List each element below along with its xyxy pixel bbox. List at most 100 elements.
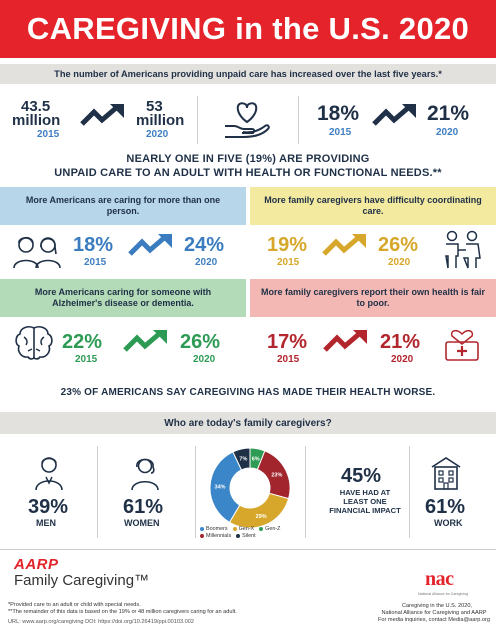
donut-legend: Boomers Gen-X Gen-Z Millennials Silent <box>200 526 300 540</box>
office-building-icon <box>431 457 461 490</box>
panel3-2015-year: 2015 <box>75 354 98 365</box>
panel1-2020-value: 24% <box>184 234 225 256</box>
panel2-2015-value: 19% <box>267 234 308 256</box>
panel4-2020-value: 21% <box>380 331 421 353</box>
financial-label: HAVE HAD AT LEAST ONE FINANCIAL IMPACT <box>315 488 415 515</box>
panel2-2020-value: 26% <box>378 234 419 256</box>
men-label: MEN <box>36 518 56 528</box>
women-pct: 61% <box>123 496 164 518</box>
women-label: WOMEN <box>124 518 160 528</box>
legend-item-silent: Silent <box>236 533 256 539</box>
couple-holding-hands-icon <box>445 230 481 269</box>
legend-item-boomers: Boomers <box>200 526 228 532</box>
divider <box>409 446 410 538</box>
donut-label-millennials: 23% <box>271 473 282 479</box>
legend-label: Gen-Z <box>265 526 281 532</box>
panel3-2020-value: 26% <box>180 331 221 353</box>
legend-swatch <box>236 533 241 538</box>
stat-2020-value: 53 <box>146 98 163 115</box>
health-worse-statement: 23% OF AMERICANS SAY CAREGIVING HAS MADE… <box>60 387 436 398</box>
footnote-1: *Provided care to an adult or child with… <box>8 602 141 608</box>
title-banner: CAREGIVING in the U.S. 2020 <box>0 0 496 58</box>
panel1-2015-year: 2015 <box>84 257 107 268</box>
woman-icon <box>131 458 159 491</box>
panel3-2020-year: 2020 <box>193 354 216 365</box>
legend-label: Gen-X <box>238 526 255 532</box>
nearly-line-1: NEARLY ONE IN FIVE (19%) ARE PROVIDING <box>126 153 370 165</box>
panel-label-own-health: More family caregivers report their own … <box>250 279 496 317</box>
stat-2015-year: 2015 <box>37 129 60 140</box>
panel4-2015-value: 17% <box>267 331 308 353</box>
citation-line-3: For media inquiries, contact Media@aarp.… <box>377 617 490 623</box>
stat-2020-unit: million <box>136 112 185 129</box>
panel1-2020-year: 2020 <box>195 257 218 268</box>
legend-swatch <box>200 526 204 531</box>
divider <box>97 446 98 538</box>
panel3-2015-value: 22% <box>62 331 103 353</box>
pct-2020-year: 2020 <box>436 127 459 138</box>
work-label: WORK <box>434 518 463 528</box>
divider <box>197 96 198 144</box>
subheader-bar: The number of Americans providing unpaid… <box>0 64 496 84</box>
heart-in-hand-icon <box>225 102 270 138</box>
donut-label-boomers: 34% <box>215 485 226 491</box>
medical-kit-icon <box>445 329 479 361</box>
page-title: CAREGIVING in the U.S. 2020 <box>26 11 470 46</box>
generation-donut-chart: 7% 6% 23% 29% 34% <box>209 447 291 529</box>
footnote-2: **The remainder of this data is based on… <box>8 609 237 615</box>
donut-slice-boomers <box>209 451 243 524</box>
legend-item-gen-z: Gen-Z <box>259 526 280 532</box>
donut-label-gen-x: 29% <box>256 514 267 520</box>
citation-line-2: National Alliance for Caregiving and AAR… <box>381 610 487 616</box>
panel-label-alzheimers: More Americans caring for someone with A… <box>0 279 246 317</box>
nearly-line-2: UNPAID CARE TO AN ADULT WITH HEALTH OR F… <box>54 167 442 179</box>
legend-item-gen-x: Gen-X <box>232 526 255 532</box>
panel1-2015-value: 18% <box>73 234 114 256</box>
stat-2015-unit: million <box>12 112 61 129</box>
man-icon <box>35 457 63 491</box>
panel-label-multiple-care: More Americans are caring for more than … <box>0 187 246 225</box>
panel4-2015-year: 2015 <box>277 354 300 365</box>
nac-logo-subtitle: National Alliance for Caregiving <box>418 592 468 596</box>
who-are-caregivers-bar: Who are today's family caregivers? <box>0 412 496 434</box>
divider <box>305 446 306 538</box>
divider <box>195 446 196 538</box>
footer-url: URL: www.aarp.org/caregiving DOI: https:… <box>8 619 194 625</box>
legend-label: Silent <box>242 533 256 539</box>
donut-label-gen-z: 6% <box>252 457 260 463</box>
aarp-family-caregiving: Family Caregiving™ <box>14 572 150 589</box>
financial-label-line: HAVE HAD AT <box>339 488 391 497</box>
nearly-one-in-five-text: NEARLY ONE IN FIVE (19%) ARE PROVIDING U… <box>0 152 496 180</box>
men-pct: 39% <box>28 496 69 518</box>
legend-label: Millennials <box>206 533 232 539</box>
pct-2015-year: 2015 <box>329 127 352 138</box>
trend-up-arrow-icon <box>123 330 167 352</box>
donut-slice-gen-x <box>228 492 290 529</box>
legend-label: Boomers <box>206 526 228 532</box>
trend-up-arrow-icon <box>128 234 172 256</box>
stat-2020-year: 2020 <box>146 129 169 140</box>
financial-pct: 45% <box>341 465 382 487</box>
legend-row: Millennials Silent <box>200 533 300 540</box>
footer-divider <box>0 549 496 550</box>
two-people-icon <box>13 236 61 269</box>
financial-label-line: FINANCIAL IMPACT <box>329 506 401 515</box>
panel2-2020-year: 2020 <box>388 257 411 268</box>
nac-logo: nac <box>425 568 454 590</box>
aarp-logo: AARP <box>14 556 59 573</box>
pct-2015-value: 18% <box>317 102 360 125</box>
financial-label-line: LEAST ONE <box>343 497 387 506</box>
trend-up-arrow-icon <box>80 104 124 126</box>
trend-up-arrow-icon <box>323 330 367 352</box>
citation-line-1: Caregiving in the U.S. 2020, <box>402 603 472 609</box>
work-pct: 61% <box>425 496 466 518</box>
legend-item-millennials: Millennials <box>200 533 231 539</box>
legend-swatch <box>232 526 237 531</box>
legend-row: Boomers Gen-X Gen-Z <box>200 526 300 533</box>
divider <box>298 96 299 144</box>
panel4-2020-year: 2020 <box>391 354 414 365</box>
donut-label-silent: 7% <box>239 457 247 463</box>
stat-2015-value: 43.5 <box>21 98 51 115</box>
panel-label-coordinating-care: More family caregivers have difficulty c… <box>250 187 496 225</box>
